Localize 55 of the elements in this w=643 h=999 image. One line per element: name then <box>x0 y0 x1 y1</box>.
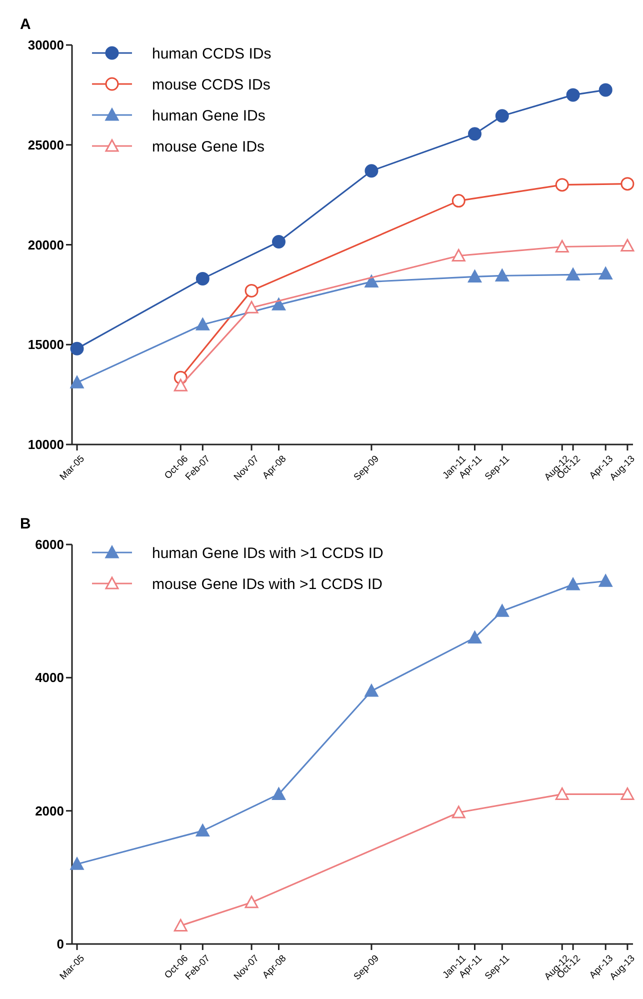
point <box>244 896 258 908</box>
point <box>174 918 188 932</box>
point <box>468 270 482 282</box>
y-tick-label: 25000 <box>28 137 64 152</box>
y-tick-label: 2000 <box>35 803 64 818</box>
legend-label: mouse Gene IDs <box>152 138 265 156</box>
point <box>598 574 612 587</box>
point <box>272 298 286 310</box>
point <box>364 164 378 178</box>
point <box>598 83 612 97</box>
y-tick-label: 10000 <box>28 437 64 452</box>
point <box>620 177 634 191</box>
point <box>468 127 482 141</box>
legend-label: human Gene IDs with >1 CCDS ID <box>152 544 384 562</box>
point <box>495 268 509 282</box>
legend-label: human Gene IDs <box>152 107 266 124</box>
point <box>364 274 378 288</box>
point <box>70 857 84 870</box>
y-tick-label: 15000 <box>28 337 64 352</box>
point <box>196 824 210 837</box>
point <box>244 300 258 314</box>
point <box>620 787 634 800</box>
point <box>70 376 84 388</box>
point <box>566 578 580 590</box>
legend-label: mouse Gene IDs with >1 CCDS ID <box>152 576 383 593</box>
y-tick-label: 4000 <box>35 670 64 686</box>
legend-label: human CCDS IDs <box>152 45 272 62</box>
point <box>555 178 569 192</box>
point <box>598 266 612 280</box>
chart-title: A <box>20 16 31 33</box>
point <box>272 235 286 249</box>
point <box>364 684 378 697</box>
point <box>555 787 569 800</box>
legend-label: mouse CCDS IDs <box>152 76 270 94</box>
point <box>566 88 580 102</box>
point <box>272 787 286 800</box>
y-tick-label: 20000 <box>28 237 64 252</box>
point <box>566 268 580 280</box>
point <box>620 239 634 252</box>
y-tick-label: 6000 <box>35 537 64 552</box>
y-tick-label: 0 <box>56 936 64 952</box>
y-tick-label: 30000 <box>28 38 64 53</box>
point <box>468 630 482 644</box>
chart-title: B <box>20 516 31 532</box>
point <box>452 194 466 208</box>
point <box>555 240 569 252</box>
point <box>174 378 188 392</box>
point <box>452 248 466 262</box>
point <box>495 604 509 617</box>
point <box>70 342 84 356</box>
point <box>196 272 210 286</box>
point <box>244 284 258 298</box>
point <box>196 318 210 330</box>
point <box>452 806 466 818</box>
point <box>495 109 509 123</box>
